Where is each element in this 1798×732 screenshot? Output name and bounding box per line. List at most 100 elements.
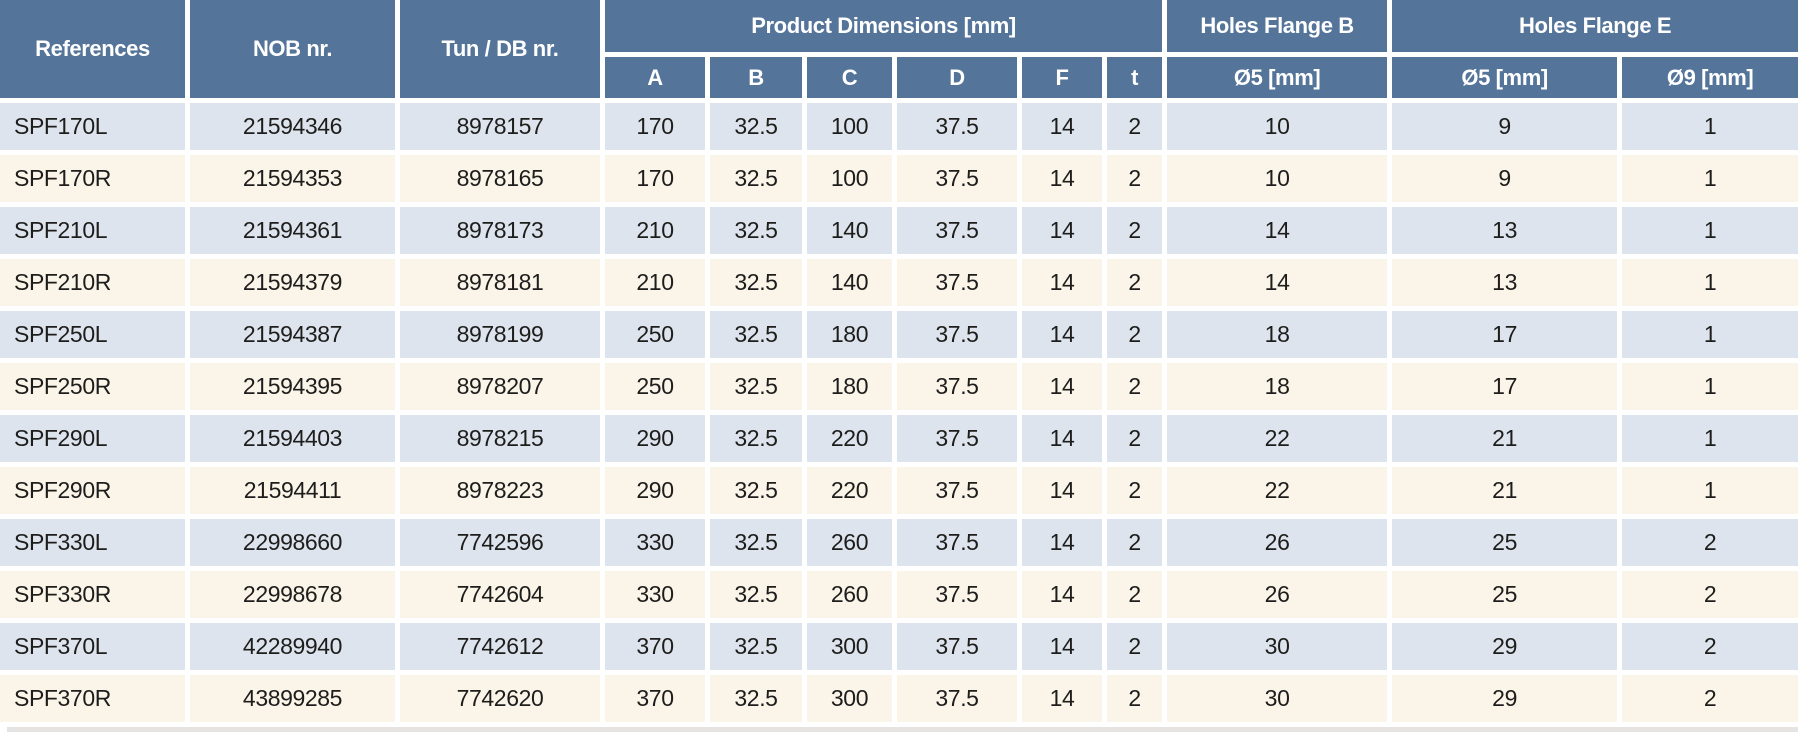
- cell-dim-c: 180: [807, 363, 892, 410]
- col-header-dim-f: F: [1022, 57, 1102, 98]
- table-row: SPF290L 21594403 8978215 290 32.5 220 37…: [0, 415, 1798, 462]
- cell-holes-b-diam5: 30: [1167, 623, 1388, 670]
- header-group-row: References NOB nr. Tun / DB nr. Product …: [0, 0, 1798, 98]
- cell-holes-e-diam5: 9: [1392, 155, 1618, 202]
- cell-dim-t: 2: [1107, 259, 1163, 306]
- cell-dim-d: 37.5: [897, 415, 1017, 462]
- col-header-holes-e-diam9: Ø9 [mm]: [1622, 57, 1798, 98]
- cell-nob-nr: 21594379: [190, 259, 395, 306]
- cell-dim-a: 370: [605, 623, 705, 670]
- cell-reference: SPF250L: [0, 311, 185, 358]
- cell-holes-e-diam9: 2: [1622, 571, 1798, 618]
- cell-dim-a: 170: [605, 103, 705, 150]
- cell-holes-e-diam9: 2: [1622, 519, 1798, 566]
- table-row: SPF250L 21594387 8978199 250 32.5 180 37…: [0, 311, 1798, 358]
- cell-dim-f: 14: [1022, 103, 1102, 150]
- group-header-holes-flange-e: Holes Flange E: [1392, 0, 1798, 52]
- cell-holes-b-diam5: 18: [1167, 363, 1388, 410]
- cell-holes-e-diam9: 1: [1622, 207, 1798, 254]
- table-body: SPF170L 21594346 8978157 170 32.5 100 37…: [0, 103, 1798, 722]
- cell-tun-db-nr: 8978223: [400, 467, 600, 514]
- cell-holes-e-diam5: 21: [1392, 415, 1618, 462]
- cell-tun-db-nr: 7742604: [400, 571, 600, 618]
- cell-dim-d: 37.5: [897, 311, 1017, 358]
- cell-dim-f: 14: [1022, 259, 1102, 306]
- cell-dim-t: 2: [1107, 311, 1163, 358]
- cell-tun-db-nr: 8978207: [400, 363, 600, 410]
- cell-holes-b-diam5: 22: [1167, 415, 1388, 462]
- cell-holes-e-diam5: 25: [1392, 519, 1618, 566]
- table-row: SPF290R 21594411 8978223 290 32.5 220 37…: [0, 467, 1798, 514]
- cell-dim-b: 32.5: [710, 675, 802, 722]
- col-header-tun-db-nr: Tun / DB nr.: [400, 0, 600, 98]
- cell-dim-f: 14: [1022, 207, 1102, 254]
- cell-dim-c: 140: [807, 207, 892, 254]
- cell-dim-c: 220: [807, 467, 892, 514]
- col-header-dim-t: t: [1107, 57, 1163, 98]
- cell-nob-nr: 22998660: [190, 519, 395, 566]
- col-header-dim-d: D: [897, 57, 1017, 98]
- cell-dim-f: 14: [1022, 623, 1102, 670]
- cell-reference: SPF290R: [0, 467, 185, 514]
- cell-holes-b-diam5: 14: [1167, 259, 1388, 306]
- cell-dim-b: 32.5: [710, 571, 802, 618]
- cell-dim-b: 32.5: [710, 623, 802, 670]
- cell-dim-t: 2: [1107, 207, 1163, 254]
- cell-tun-db-nr: 8978173: [400, 207, 600, 254]
- cell-tun-db-nr: 8978181: [400, 259, 600, 306]
- cell-reference: SPF210L: [0, 207, 185, 254]
- cell-holes-e-diam5: 29: [1392, 623, 1618, 670]
- cell-dim-c: 220: [807, 415, 892, 462]
- cell-holes-b-diam5: 10: [1167, 103, 1388, 150]
- cell-holes-e-diam9: 1: [1622, 467, 1798, 514]
- cell-holes-e-diam9: 1: [1622, 415, 1798, 462]
- cell-holes-e-diam9: 2: [1622, 623, 1798, 670]
- cell-holes-e-diam5: 29: [1392, 675, 1618, 722]
- cell-dim-b: 32.5: [710, 363, 802, 410]
- cell-dim-d: 37.5: [897, 259, 1017, 306]
- cell-dim-d: 37.5: [897, 623, 1017, 670]
- cell-nob-nr: 43899285: [190, 675, 395, 722]
- cell-nob-nr: 21594346: [190, 103, 395, 150]
- cell-tun-db-nr: 8978215: [400, 415, 600, 462]
- cell-holes-e-diam9: 1: [1622, 155, 1798, 202]
- cell-dim-b: 32.5: [710, 415, 802, 462]
- cell-dim-t: 2: [1107, 571, 1163, 618]
- cell-reference: SPF370R: [0, 675, 185, 722]
- cell-reference: SPF290L: [0, 415, 185, 462]
- cell-dim-d: 37.5: [897, 467, 1017, 514]
- group-header-holes-flange-b: Holes Flange B: [1167, 0, 1388, 52]
- cell-dim-a: 290: [605, 467, 705, 514]
- cell-holes-e-diam9: 1: [1622, 103, 1798, 150]
- cell-tun-db-nr: 8978165: [400, 155, 600, 202]
- cell-nob-nr: 22998678: [190, 571, 395, 618]
- cell-dim-a: 250: [605, 363, 705, 410]
- cell-tun-db-nr: 8978157: [400, 103, 600, 150]
- cell-dim-f: 14: [1022, 311, 1102, 358]
- table-row: SPF210R 21594379 8978181 210 32.5 140 37…: [0, 259, 1798, 306]
- cell-holes-b-diam5: 10: [1167, 155, 1388, 202]
- table-row: SPF370R 43899285 7742620 370 32.5 300 37…: [0, 675, 1798, 722]
- cell-dim-c: 100: [807, 155, 892, 202]
- cell-holes-e-diam9: 1: [1622, 311, 1798, 358]
- cell-holes-b-diam5: 26: [1167, 571, 1388, 618]
- cell-dim-a: 250: [605, 311, 705, 358]
- table-row: SPF250R 21594395 8978207 250 32.5 180 37…: [0, 363, 1798, 410]
- cell-nob-nr: 21594403: [190, 415, 395, 462]
- cell-nob-nr: 21594395: [190, 363, 395, 410]
- table-row: SPF170R 21594353 8978165 170 32.5 100 37…: [0, 155, 1798, 202]
- cell-dim-d: 37.5: [897, 519, 1017, 566]
- cell-dim-d: 37.5: [897, 363, 1017, 410]
- cell-dim-f: 14: [1022, 363, 1102, 410]
- cell-nob-nr: 21594353: [190, 155, 395, 202]
- cell-holes-e-diam9: 1: [1622, 259, 1798, 306]
- cell-nob-nr: 21594411: [190, 467, 395, 514]
- col-header-dim-c: C: [807, 57, 892, 98]
- cell-nob-nr: 42289940: [190, 623, 395, 670]
- cell-tun-db-nr: 7742620: [400, 675, 600, 722]
- cell-dim-t: 2: [1107, 415, 1163, 462]
- cell-dim-f: 14: [1022, 467, 1102, 514]
- cell-dim-c: 100: [807, 103, 892, 150]
